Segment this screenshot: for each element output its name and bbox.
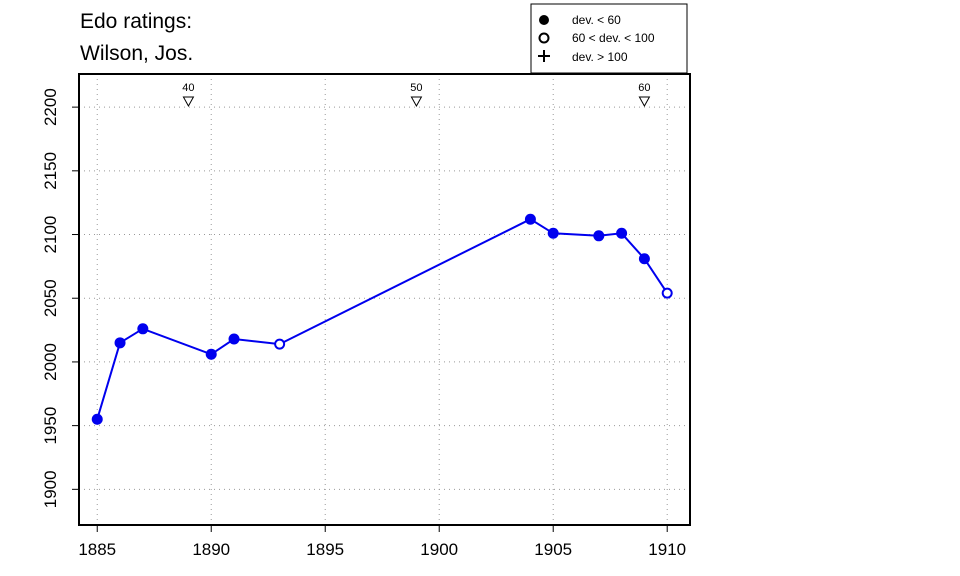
data-point-1 [114,337,126,349]
legend-open-circle-icon [538,32,550,44]
legend-label-high: dev. > 100 [572,50,628,64]
data-point-10 [638,253,650,265]
data-point-4 [228,333,240,345]
y-tick-label-6: 2200 [41,88,60,126]
grid [79,74,690,525]
y-tick-label-3: 2050 [41,279,60,317]
data-point-8 [593,230,605,242]
marker-label-0: 40 [182,82,194,94]
x-tick-label-0: 1885 [78,540,116,559]
legend-label-mid: 60 < dev. < 100 [572,31,655,45]
y-tick-label-5: 2150 [41,152,60,190]
marker-triangle-icon-1 [410,96,423,108]
data-point-11 [661,287,673,299]
marker-triangle-icon-2 [638,96,651,108]
chart-title-line-2: Wilson, Jos. [80,42,193,65]
legend-box [530,3,688,74]
data-point-9 [616,227,628,239]
y-tick-label-4: 2100 [41,216,60,254]
legend-label-low: dev. < 60 [572,13,621,27]
data-point-5 [274,338,286,350]
data-point-0 [91,413,103,425]
legend-plus-icon [538,50,550,62]
x-tick-label-4: 1905 [534,540,572,559]
axes: 1885 1890 1895 1900 1905 1910 1900 1950 2000 2050… [41,73,691,559]
legend: dev. < 60 60 < dev. < 100 dev. > 100 [530,3,688,74]
marker-label-1: 50 [410,82,422,94]
plot-area: 40 50 60 [91,82,673,425]
legend-filled-circle-icon [539,15,549,25]
data-point-3 [205,348,217,360]
chart-title-line-1: Edo ratings: [80,10,192,33]
series-line [96,218,669,420]
data-point-6 [524,213,536,225]
marker-label-2: 60 [638,82,650,94]
marker-triangle-icon-0 [182,96,195,108]
x-tick-label-1: 1890 [192,540,230,559]
plot-frame [78,73,691,526]
y-tick-label-2: 2000 [41,343,60,381]
x-tick-label-5: 1910 [648,540,686,559]
data-point-2 [137,323,149,335]
data-point-7 [547,227,559,239]
y-tick-label-0: 1900 [41,470,60,508]
x-tick-label-3: 1900 [420,540,458,559]
x-tick-label-2: 1895 [306,540,344,559]
y-tick-label-1: 1950 [41,407,60,445]
